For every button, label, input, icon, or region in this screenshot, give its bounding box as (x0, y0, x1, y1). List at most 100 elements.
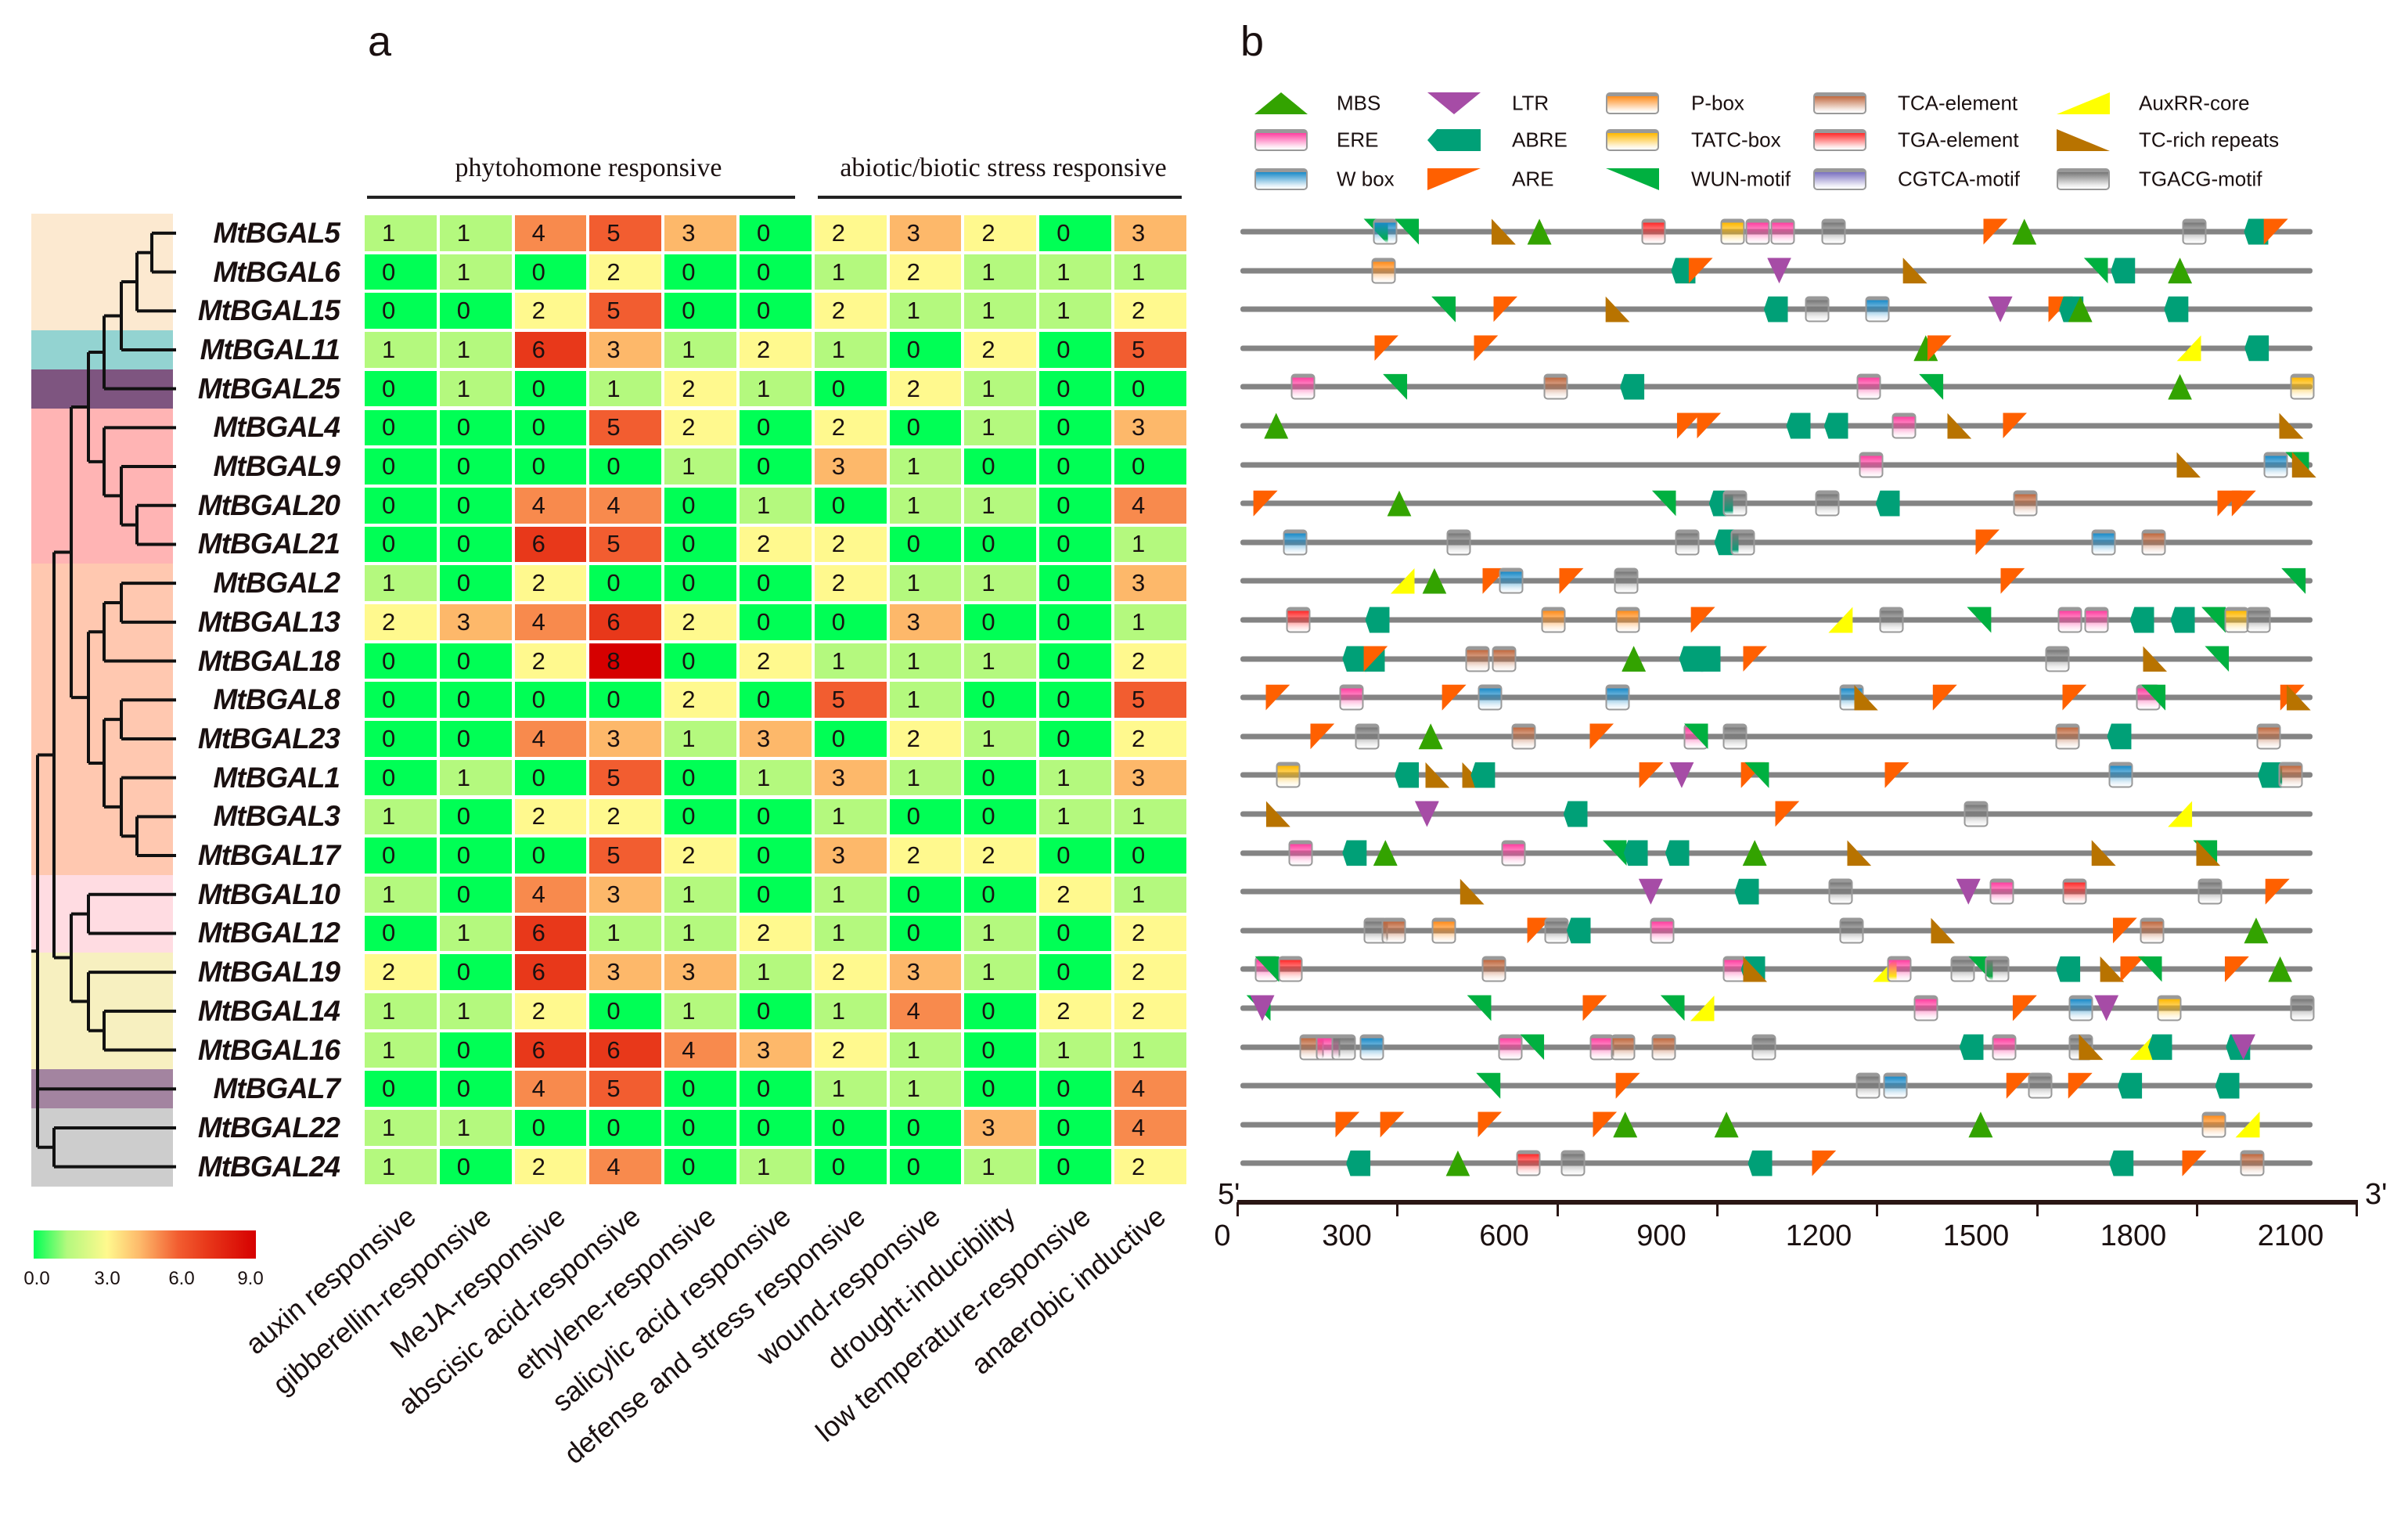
ere-icon (1989, 878, 2014, 905)
heatmap-cell: 1 (812, 330, 888, 369)
heatmap-cell: 0 (663, 564, 738, 603)
abre-icon (2109, 1150, 2134, 1176)
promoter-line (1240, 850, 2313, 856)
heatmap-cell: 1 (1113, 874, 1188, 914)
heatmap-cell: 2 (513, 797, 589, 837)
axis-tick-label: 1500 (1942, 1219, 2010, 1252)
promoter-line (1240, 539, 2313, 546)
abre-icon (1763, 296, 1788, 322)
heatmap-cell: 0 (1113, 369, 1188, 409)
tgacg-motif-icon (1722, 723, 1748, 750)
heatmap-cell: 0 (513, 836, 589, 875)
wun-motif-icon (1606, 168, 1659, 190)
heatmap-cell: 0 (812, 1108, 888, 1147)
heatmap-cell: 0 (363, 836, 438, 875)
axis-tick-label: 1200 (1785, 1219, 1852, 1252)
heatmap-cell: 1 (363, 214, 438, 253)
heatmap-cell: 0 (963, 797, 1038, 837)
abre-icon (1620, 373, 1645, 400)
heatmap-cell: 1 (437, 913, 513, 953)
heatmap-cell: 1 (812, 874, 888, 914)
abre-icon (2118, 1072, 2143, 1099)
heatmap-cell: 5 (588, 836, 664, 875)
axis-tick (2195, 1202, 2198, 1216)
heatmap-cell: 0 (663, 758, 738, 798)
heatmap-cell: 5 (812, 680, 888, 720)
heatmap-cell: 0 (663, 1069, 738, 1109)
heatmap-cell: 2 (1113, 953, 1188, 992)
clade-background (31, 214, 173, 254)
promoter-line (1240, 1083, 2313, 1089)
heatmap-cell: 0 (437, 680, 513, 720)
heatmap-cell: 1 (663, 447, 738, 486)
heatmap-cell: 0 (663, 641, 738, 681)
tca-element-icon (1481, 956, 1506, 982)
abre-icon (1875, 490, 1900, 517)
abre-icon (2170, 607, 2195, 633)
tatc-box-icon (2224, 607, 2249, 633)
heatmap-cell: 1 (437, 758, 513, 798)
heatmap-cell: 0 (363, 719, 438, 758)
heatmap-cell: 6 (513, 953, 589, 992)
legend-label-cgtca-motif: CGTCA-motif (1898, 167, 2020, 191)
heatmap-cell: 2 (1113, 992, 1188, 1031)
tatc-box-icon (2157, 995, 2182, 1021)
promoter-line (1240, 966, 2313, 972)
abre-icon (1342, 840, 1367, 866)
heatmap-cell: 1 (437, 252, 513, 292)
axis-tick (1236, 1202, 1239, 1216)
abre-icon (1734, 878, 1759, 905)
abre-icon (1748, 1150, 1773, 1176)
heatmap-cell: 5 (588, 408, 664, 448)
heatmap-cell: 0 (738, 214, 813, 253)
axis-tick (2035, 1202, 2039, 1216)
abre-icon (2056, 956, 2081, 982)
heatmap-cell: 3 (812, 447, 888, 486)
w-box-icon (2091, 529, 2116, 556)
heatmap-cell: 0 (363, 758, 438, 798)
ere-icon (1501, 840, 1526, 866)
ere-icon (1992, 1034, 2017, 1061)
colorbar-tick: 6.0 (168, 1268, 195, 1289)
tca-element-icon (2240, 1150, 2265, 1176)
tca-element-icon (1813, 92, 1866, 114)
promoter-line (1240, 733, 2313, 740)
heatmap-cell: 1 (887, 680, 963, 720)
gene-label: MtBGAL3 (213, 800, 340, 833)
tga-element-icon (2062, 878, 2087, 905)
heatmap-cell: 6 (588, 1030, 664, 1070)
auxrr-core-icon (2057, 92, 2110, 114)
heatmap-cell: 1 (588, 369, 664, 409)
group-header-phytohormone: phytohomone responsive (455, 153, 722, 182)
heatmap-cell: 0 (663, 485, 738, 525)
heatmap-cell: 2 (738, 330, 813, 369)
gene-label: MtBGAL13 (197, 605, 340, 638)
heatmap-cell: 2 (963, 836, 1038, 875)
heatmap-cell: 1 (887, 564, 963, 603)
heatmap-cell: 2 (1113, 913, 1188, 953)
abre-icon (1395, 762, 1420, 788)
mbs-icon (1254, 92, 1308, 114)
heatmap-cell: 0 (738, 836, 813, 875)
abre-icon (1786, 412, 1811, 439)
gene-label: MtBGAL19 (197, 956, 340, 989)
tca-element-icon (2055, 723, 2080, 750)
heatmap-cell: 0 (437, 447, 513, 486)
heatmap-cell: 0 (363, 447, 438, 486)
tgacg-motif-icon (1751, 1034, 1776, 1061)
tca-element-icon (1492, 646, 1517, 672)
heatmap-cell: 0 (588, 1108, 664, 1147)
p-box-icon (1431, 917, 1456, 944)
heatmap-cell: 1 (363, 1147, 438, 1187)
heatmap-cell: 1 (887, 1069, 963, 1109)
legend-label-auxrr-core: AuxRR-core (2139, 91, 2250, 115)
heatmap-cell: 0 (1038, 913, 1113, 953)
ere-icon (1254, 129, 1308, 151)
tga-element-icon (1286, 607, 1311, 633)
heatmap-cell: 0 (887, 913, 963, 953)
gene-label: MtBGAL15 (197, 294, 340, 327)
heatmap-cell: 0 (738, 291, 813, 331)
promoter-line (1240, 578, 2313, 584)
ere-icon (1339, 684, 1364, 711)
tgacg-motif-icon (1828, 878, 1853, 905)
